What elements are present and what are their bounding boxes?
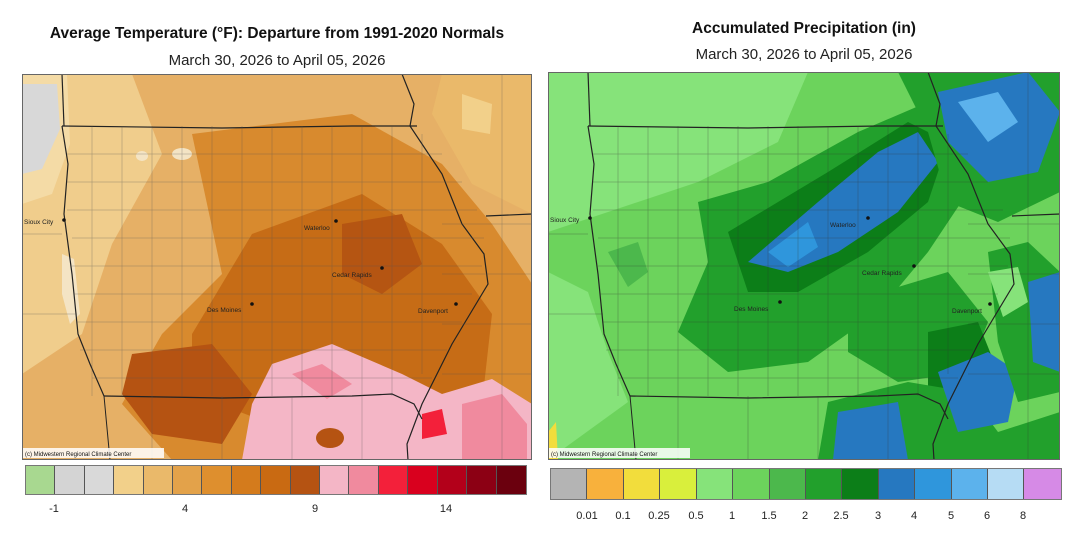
temperature-departure-map: Sioux City Waterloo Cedar Rapids Des Moi… (22, 74, 532, 460)
legend-tick: 3 (874, 510, 882, 522)
precipitation-legend (550, 468, 1062, 500)
legend-swatch (378, 466, 409, 494)
legend-swatch (290, 466, 321, 494)
legend-tick: 9 (311, 503, 319, 515)
legend-swatch (842, 469, 879, 499)
legend-swatch (623, 469, 661, 499)
city-label-cedar-rapids: Cedar Rapids (862, 270, 902, 277)
legend-swatch (660, 469, 697, 499)
city-markers: Sioux City Waterloo Cedar Rapids Des Moi… (24, 218, 458, 315)
legend-swatch (349, 466, 379, 494)
legend-swatch (496, 466, 526, 494)
legend-tick: -1 (49, 503, 59, 515)
legend-tick: 6 (983, 510, 991, 522)
legend-swatch (878, 469, 916, 499)
legend-swatch (769, 469, 806, 499)
temperature-map-subtitle: March 30, 2026 to April 05, 2026 (168, 52, 386, 69)
legend-swatch (733, 469, 770, 499)
map-credit: (c) Midwestern Regional Climate Center (551, 452, 657, 458)
precipitation-map: Sioux City Waterloo Cedar Rapids Des Moi… (548, 72, 1060, 460)
legend-swatch (915, 469, 952, 499)
legend-swatch (55, 466, 85, 494)
legend-tick: 0.25 (648, 510, 670, 522)
legend-tick: 5 (947, 510, 955, 522)
legend-tick: 4 (910, 510, 918, 522)
legend-swatch (408, 466, 438, 494)
legend-tick: 0.5 (688, 510, 704, 522)
legend-swatch (202, 466, 232, 494)
city-markers: Sioux City Waterloo Cedar Rapids Des Moi… (550, 216, 992, 315)
legend-swatch (26, 466, 56, 494)
temperature-map-title: Average Temperature (°F): Departure from… (49, 25, 505, 42)
legend-tick: 2 (801, 510, 809, 522)
city-label-waterloo: Waterloo (830, 222, 856, 229)
legend-swatch (261, 466, 291, 494)
city-label-davenport: Davenport (418, 308, 448, 315)
legend-swatch (988, 469, 1025, 499)
legend-tick: 14 (439, 503, 453, 515)
legend-swatch (437, 466, 468, 494)
legend-swatch (587, 469, 624, 499)
precipitation-map-subtitle: March 30, 2026 to April 05, 2026 (695, 46, 913, 63)
legend-tick: 2.5 (833, 510, 849, 522)
legend-tick: 1 (728, 510, 736, 522)
city-label-sioux-city: Sioux City (550, 217, 580, 224)
temperature-legend (25, 465, 527, 495)
precipitation-map-title: Accumulated Precipitation (in) (692, 20, 916, 37)
legend-swatch (114, 466, 144, 494)
legend-swatch (231, 466, 262, 494)
city-label-des-moines: Des Moines (207, 307, 242, 314)
legend-swatch (467, 466, 497, 494)
legend-tick: 8 (1019, 510, 1027, 522)
legend-swatch (805, 469, 843, 499)
legend-tick: 0.1 (615, 510, 631, 522)
map-credit: (c) Midwestern Regional Climate Center (25, 452, 131, 458)
legend-swatch (696, 469, 734, 499)
city-label-davenport: Davenport (952, 308, 982, 315)
legend-tick: 1.5 (761, 510, 777, 522)
legend-swatch (173, 466, 203, 494)
legend-swatch (551, 469, 588, 499)
legend-swatch (84, 466, 115, 494)
legend-tick: 0.01 (576, 510, 598, 522)
city-label-sioux-city: Sioux City (24, 219, 54, 226)
city-label-waterloo: Waterloo (304, 225, 330, 232)
city-label-cedar-rapids: Cedar Rapids (332, 272, 372, 279)
legend-swatch (320, 466, 350, 494)
legend-swatch (951, 469, 989, 499)
legend-tick: 4 (181, 503, 189, 515)
legend-swatch (1024, 469, 1061, 499)
city-label-des-moines: Des Moines (734, 306, 769, 313)
legend-swatch (143, 466, 174, 494)
